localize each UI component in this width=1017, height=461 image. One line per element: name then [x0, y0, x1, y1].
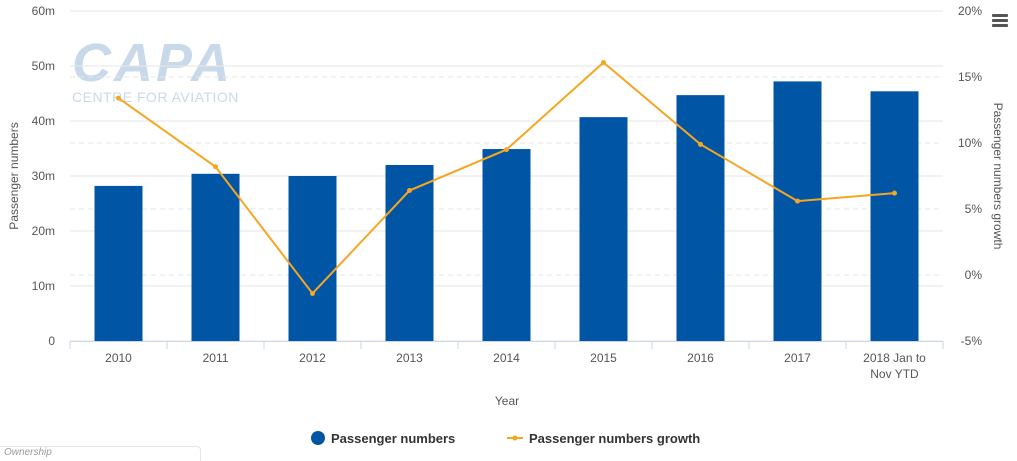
bar — [482, 149, 531, 341]
y-tick-label: 40m — [32, 114, 55, 128]
x-tick-label: 2010 — [105, 351, 132, 365]
x-tick-label: 2015 — [590, 351, 617, 365]
y2-axis-title: Passenger numbers growth — [991, 103, 1005, 250]
y2-tick-label: 0% — [965, 268, 983, 282]
y-tick-label: 60m — [32, 4, 55, 18]
x-tick-label: 2018 Jan to — [863, 351, 926, 365]
line-point — [116, 95, 121, 101]
line-point — [601, 59, 606, 65]
y2-tick-label: 5% — [965, 202, 983, 216]
bar — [191, 173, 240, 341]
x-tick-label: Nov YTD — [870, 367, 919, 381]
y2-tick-label: -5% — [961, 334, 983, 348]
bar — [579, 117, 628, 342]
hamburger-menu-icon[interactable] — [992, 14, 1008, 28]
bar — [676, 95, 725, 342]
bar — [385, 165, 434, 341]
y-tick-label: 10m — [32, 279, 55, 293]
bar — [870, 91, 919, 341]
legend-label-growth: Passenger numbers growth — [529, 431, 700, 446]
y-tick-label: 50m — [32, 59, 55, 73]
y2-tick-label: 20% — [958, 4, 982, 18]
line-point — [407, 188, 412, 194]
y2-tick-label: 10% — [958, 136, 982, 150]
bar — [773, 81, 822, 342]
ownership-label: Ownership — [0, 446, 201, 461]
x-tick-label: 2017 — [784, 351, 811, 365]
bar — [288, 176, 337, 341]
y-tick-label: 30m — [32, 169, 55, 183]
y-tick-label: 20m — [32, 224, 55, 238]
x-tick-label: 2013 — [396, 351, 423, 365]
x-tick-label: 2016 — [687, 351, 714, 365]
x-tick-label: 2011 — [203, 351, 229, 365]
y2-tick-label: 15% — [958, 70, 982, 84]
line-point — [698, 141, 703, 147]
y-tick-label: 0 — [48, 334, 55, 348]
legend-label-passenger-numbers: Passenger numbers — [331, 431, 455, 446]
line-point — [892, 190, 897, 196]
legend-swatch-point — [512, 435, 518, 441]
y-axis-title: Passenger numbers — [7, 122, 21, 229]
x-tick-label: 2014 — [493, 351, 520, 365]
x-axis-title: Year — [495, 394, 519, 408]
line-point — [310, 290, 315, 296]
line-point — [213, 164, 218, 170]
bar — [94, 185, 143, 341]
line-point — [504, 147, 509, 153]
legend-swatch-bar — [311, 431, 325, 445]
x-tick-label: 2012 — [299, 351, 326, 365]
line-point — [795, 198, 800, 204]
